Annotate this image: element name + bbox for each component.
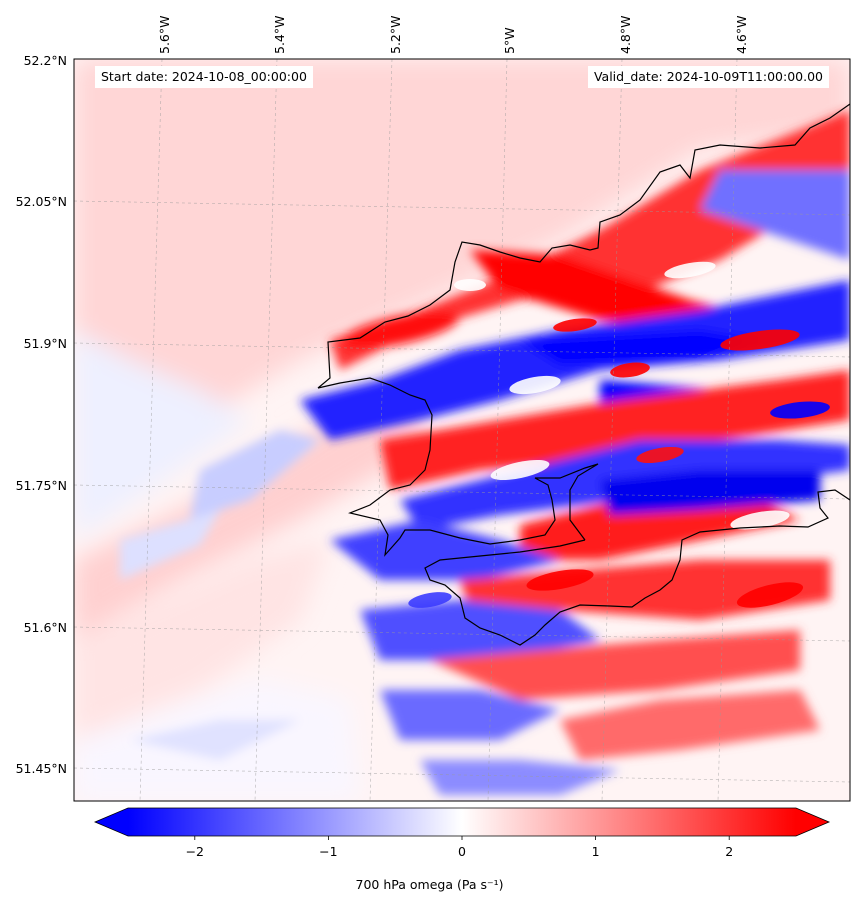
colorbar-tick-label: 1 (592, 844, 600, 859)
colorbar-label: 700 hPa omega (Pa s⁻¹) (355, 877, 504, 892)
colorbar-ticks: −2 −1 0 1 2 (186, 836, 733, 859)
colorbar-min-extension (95, 808, 128, 836)
lat-label: 52.2°N (24, 53, 67, 68)
lat-label: 52.05°N (16, 194, 67, 209)
meridian-5-4W (254, 59, 278, 801)
colorbar-tick-label: 0 (458, 844, 466, 859)
meridian-5-6W (139, 59, 163, 801)
lat-label: 51.45°N (16, 761, 67, 776)
lon-label: 4.8°W (618, 16, 633, 55)
map-frame (73, 58, 851, 802)
colorbar-outline (93, 807, 831, 837)
longitude-labels: 5.6°W 5.4°W 5.2°W 5°W 4.8°W 4.6°W (157, 16, 749, 55)
lat-label: 51.75°N (16, 478, 67, 493)
colorbar: −2 −1 0 1 2 (93, 807, 831, 859)
meridian-5-2W (369, 59, 393, 801)
colorbar-max-extension (796, 808, 829, 836)
colorbar-tick-label: −2 (186, 844, 204, 859)
colorbar-tick-label: 2 (725, 844, 733, 859)
lat-label: 51.6°N (24, 620, 67, 635)
lon-label: 4.6°W (734, 16, 749, 55)
meridian-4-8W (601, 59, 623, 801)
start-date-label: Start date: 2024-10-08_00:00:00 (95, 66, 313, 88)
omega-field (74, 59, 850, 801)
meridian-5W (487, 59, 508, 801)
latitude-labels: 52.2°N 52.05°N 51.9°N 51.75°N 51.6°N 51.… (16, 53, 67, 776)
lon-label: 5.2°W (388, 16, 403, 55)
valid-date-label: Valid_date: 2024-10-09T11:00:00.00 (587, 66, 829, 88)
coastline (317, 103, 850, 646)
lat-label: 51.9°N (24, 336, 67, 351)
lon-label: 5°W (502, 27, 517, 54)
lon-label: 5.6°W (157, 16, 172, 55)
colorbar-gradient (128, 808, 796, 836)
lon-label: 5.4°W (272, 16, 287, 55)
meridian-4-6W (717, 59, 738, 801)
colorbar-tick-label: −1 (319, 844, 337, 859)
gridlines (74, 59, 850, 801)
